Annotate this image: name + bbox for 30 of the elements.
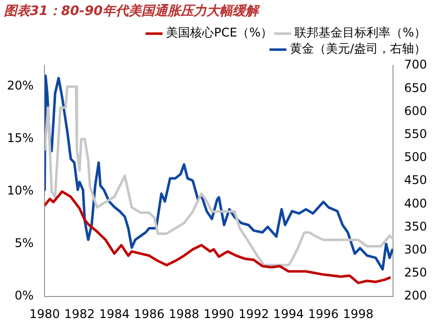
y2-tick-label: 350	[404, 219, 427, 234]
y2-tick-label: 700	[404, 58, 427, 72]
y-tick-label: 10%	[7, 184, 34, 198]
y2-tick-label: 400	[404, 196, 427, 210]
y-tick-label: 20%	[7, 78, 34, 93]
y2-tick-label: 600	[404, 104, 427, 118]
x-tick-label: 1988	[168, 306, 200, 321]
y2-tick-label: 650	[404, 80, 427, 95]
y-tick-label: 15%	[7, 131, 34, 146]
x-tick-label: 1990	[204, 306, 234, 321]
y2-tick-label: 300	[404, 242, 427, 257]
y2-tick-label: 200	[404, 288, 427, 303]
y-tick-label: 0%	[14, 288, 34, 303]
x-tick-label: 1984	[99, 306, 130, 321]
chart-title: 图表31：80-90年代美国通胀压力大幅缓解	[4, 3, 261, 20]
legend-label: 联邦基金目标利率（%）	[294, 26, 426, 40]
y-tick-label: 5%	[14, 236, 34, 250]
legend-label: 黄金（美元/盎司，右轴）	[290, 42, 426, 56]
x-tick-label: 1986	[134, 306, 164, 321]
y2-tick-label: 250	[404, 266, 427, 280]
x-tick-label: 1982	[64, 306, 95, 321]
y2-tick-label: 450	[404, 173, 427, 188]
y2-tick-label: 550	[404, 127, 427, 142]
legend-label: 美国核心PCE（%）	[166, 26, 273, 40]
x-tick-label: 1996	[308, 306, 339, 321]
x-tick-label: 1980	[29, 306, 60, 321]
x-tick-label: 1998	[342, 306, 374, 321]
x-tick-label: 1992	[238, 306, 269, 321]
y2-tick-label: 500	[404, 150, 427, 164]
x-tick-label: 1994	[273, 306, 304, 321]
